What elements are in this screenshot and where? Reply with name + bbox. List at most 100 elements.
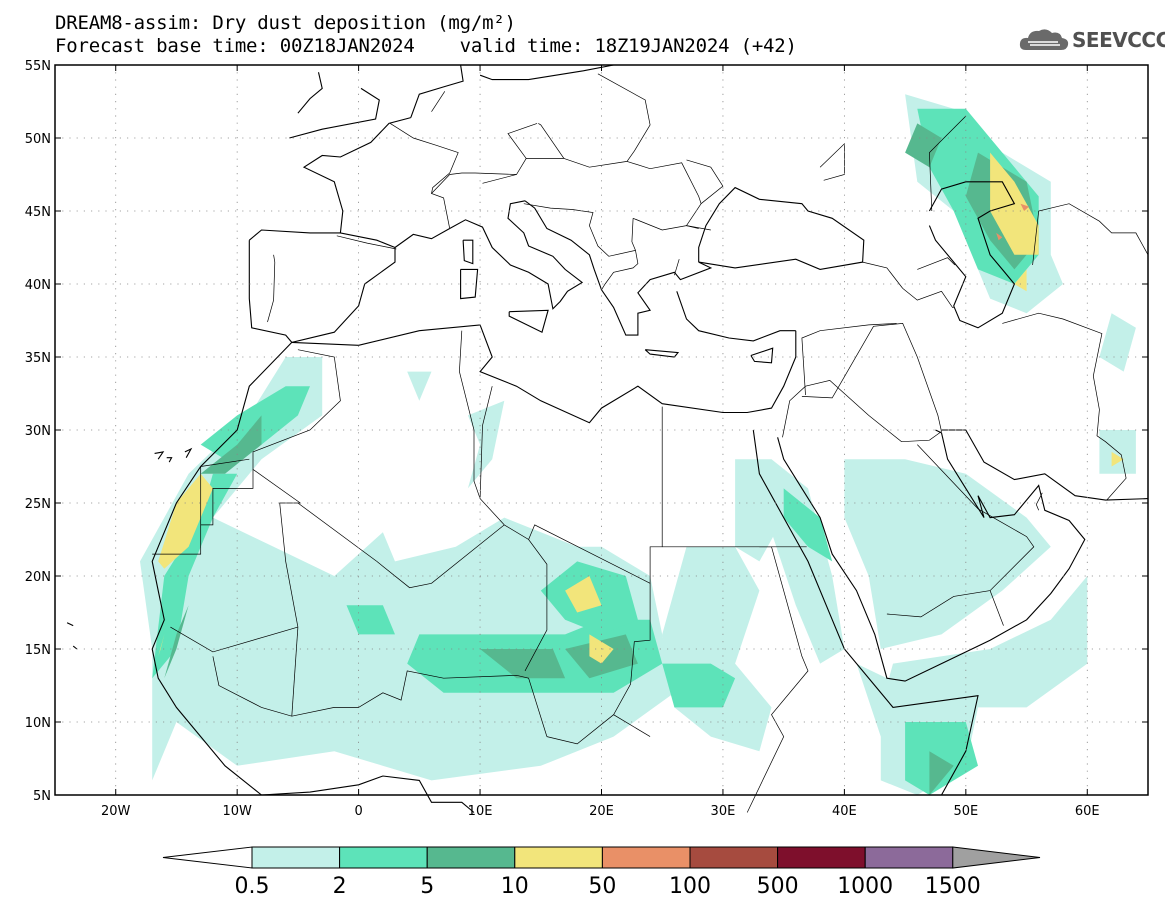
coastline-23 xyxy=(166,457,173,463)
colorbar-swatch xyxy=(601,846,691,869)
coastline-28 xyxy=(261,775,475,813)
dust-contour-l5-35 xyxy=(1020,203,1029,211)
border-6 xyxy=(291,627,299,717)
dust-contour-l3-25 xyxy=(905,123,942,168)
coastline-20 xyxy=(410,64,464,118)
coastline-6 xyxy=(928,181,1016,329)
dust-contour-l1-1 xyxy=(467,400,505,489)
border-39 xyxy=(336,235,397,250)
coastline-1 xyxy=(291,324,797,424)
border-33 xyxy=(674,259,680,276)
coastline-21 xyxy=(479,64,614,81)
border-0 xyxy=(200,458,250,467)
colorbar-label: 50 xyxy=(588,874,616,899)
coastline-19 xyxy=(297,72,323,114)
colorbar: 0.5 2 5 10 50 100 500 1000 1500 xyxy=(162,846,1041,899)
border-8 xyxy=(297,502,378,562)
colorbar-label: 10 xyxy=(501,874,529,899)
border-41 xyxy=(482,158,527,184)
border-34 xyxy=(523,203,636,257)
colorbar-label: 2 xyxy=(333,874,347,899)
colorbar-label: 1000 xyxy=(837,874,893,899)
lon-label: 10E xyxy=(468,804,493,819)
coastline-9 xyxy=(394,228,450,248)
border-24 xyxy=(917,257,956,270)
lat-label: 10N xyxy=(25,716,51,731)
lat-label: 55N xyxy=(25,59,51,74)
lat-label: 40N xyxy=(25,278,51,293)
map-title: DREAM8-assim: Dry dust deposition (mg/m²… xyxy=(55,12,516,34)
lon-label: 30E xyxy=(711,804,736,819)
coastline-4 xyxy=(941,429,1149,501)
colorbar-label: 500 xyxy=(757,874,799,899)
lat-label: 30N xyxy=(25,424,51,439)
border-32 xyxy=(601,250,639,290)
dust-contour-l1-6 xyxy=(844,459,1051,649)
seevccc-logo: SEEVCCC xyxy=(1018,26,1165,54)
colorbar-swatch xyxy=(689,846,779,869)
border-18 xyxy=(801,323,897,396)
border-25 xyxy=(1002,312,1127,501)
lon-label: 60E xyxy=(1075,804,1100,819)
dust-deposition-field xyxy=(140,94,1136,795)
coastline-24 xyxy=(184,447,193,458)
lat-label: 50N xyxy=(25,132,51,147)
border-4 xyxy=(212,656,548,737)
dust-contour-l2-18 xyxy=(783,488,833,562)
coastline-26 xyxy=(72,645,78,650)
coastline-16 xyxy=(644,349,680,358)
border-14 xyxy=(546,714,614,745)
lon-label: 10W xyxy=(222,804,252,819)
colorbar-label: 0.5 xyxy=(235,874,270,899)
colorbar-swatch xyxy=(514,846,603,869)
colorbar-label: 100 xyxy=(669,874,711,899)
coastline-11 xyxy=(508,309,549,333)
border-27 xyxy=(929,115,967,212)
lat-label: 35N xyxy=(25,351,51,366)
colorbar-swatch xyxy=(339,846,428,869)
lon-label: 20E xyxy=(589,804,614,819)
dust-contour-l4-29 xyxy=(158,634,165,657)
border-28 xyxy=(819,142,845,181)
border-23 xyxy=(862,261,903,289)
border-38 xyxy=(390,123,459,194)
coastline-15 xyxy=(676,291,796,342)
dust-contour-l1-2 xyxy=(407,371,432,401)
border-1 xyxy=(152,466,202,555)
cloud-logo-icon xyxy=(1019,29,1069,50)
border-13 xyxy=(613,583,651,737)
coastline-5 xyxy=(698,186,865,270)
dust-contour-l1-3 xyxy=(662,546,772,752)
lat-label: 5N xyxy=(33,789,51,804)
dust-contour-l2-13 xyxy=(200,386,310,460)
lat-label: 25N xyxy=(25,497,51,512)
border-36 xyxy=(507,123,565,159)
dust-contour-l4-28 xyxy=(158,473,213,569)
colorbar-swatch xyxy=(426,846,516,869)
border-2 xyxy=(200,469,254,526)
dust-contour-l5-36 xyxy=(996,232,1003,241)
coastline-18 xyxy=(289,87,380,139)
border-17 xyxy=(801,323,942,432)
coastline-13 xyxy=(462,239,474,265)
lat-label: 45N xyxy=(25,205,51,220)
border-35 xyxy=(563,73,651,168)
border-15 xyxy=(746,546,809,813)
coastline-7 xyxy=(248,229,396,344)
border-19 xyxy=(886,444,1035,618)
coastline-25 xyxy=(66,622,74,627)
border-7 xyxy=(376,524,548,672)
logo-text: SEEVCCC xyxy=(1072,28,1165,52)
coastline-10 xyxy=(449,200,584,310)
coastline-22 xyxy=(154,451,165,460)
dust-contour-l3-27 xyxy=(929,751,954,795)
border-16 xyxy=(782,380,942,443)
lat-label: 20N xyxy=(25,570,51,585)
border-30 xyxy=(626,161,711,231)
map-axes: 55N 50N 45N 40N 35N 30N 25N 20N 15N 10N 5N 20W 10W 0 1… xyxy=(25,59,1148,819)
dust-contour-l2-17 xyxy=(662,663,736,708)
dust-contour-l4-30 xyxy=(565,576,602,613)
border-9 xyxy=(459,330,505,526)
dust-contour-l4-34 xyxy=(1111,451,1124,467)
